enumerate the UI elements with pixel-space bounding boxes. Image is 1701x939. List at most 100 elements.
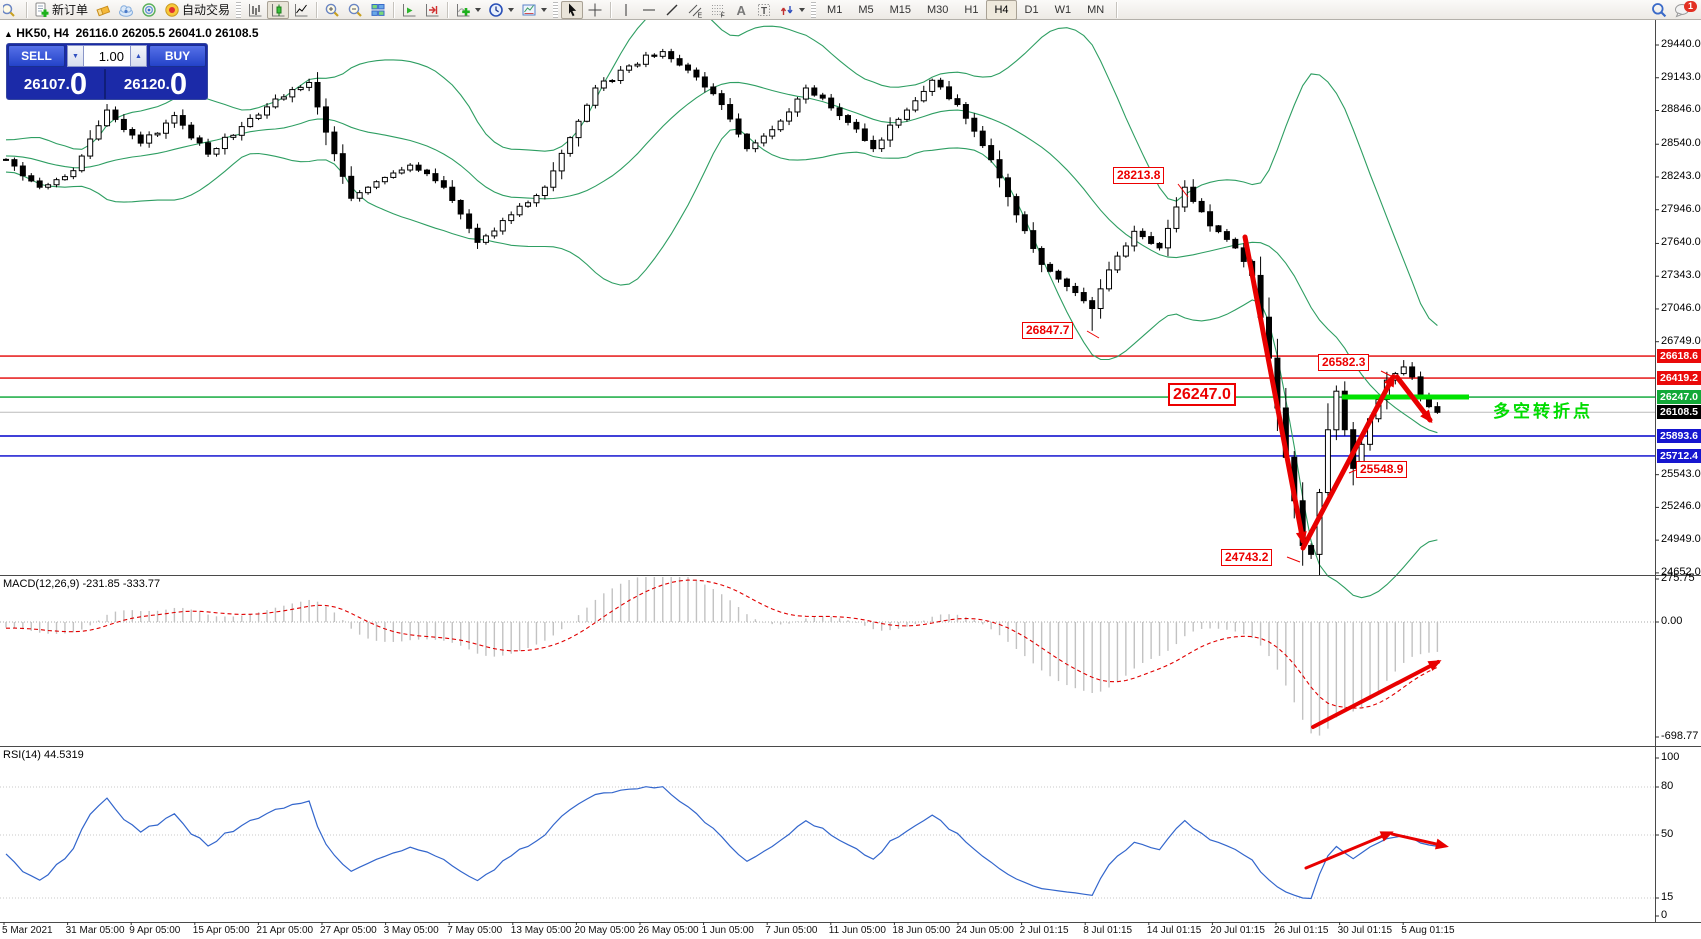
auto-scroll-button[interactable] <box>398 1 420 19</box>
candles <box>3 48 1441 576</box>
volume-up-button[interactable]: ▲ <box>130 45 147 67</box>
timeframe-bar: M1 M5 M15 M30 H1 H4 D1 W1 MN <box>819 0 1112 20</box>
templates-button[interactable] <box>518 1 550 19</box>
eraser-icon <box>96 5 111 16</box>
timeframe-M5[interactable]: M5 <box>858 3 874 16</box>
cloud-icon <box>119 4 134 17</box>
arrows-button[interactable] <box>776 1 808 19</box>
signal-icon <box>142 2 156 17</box>
bollinger-lower <box>5 128 1438 599</box>
community-button[interactable] <box>115 1 137 19</box>
notification-badge: 1 <box>1683 0 1697 12</box>
volume-input[interactable]: 1.00 <box>84 45 130 67</box>
annotation-connector <box>1380 370 1398 380</box>
auto-trading-label: 自动交易 <box>182 3 231 17</box>
timeframe-W1[interactable]: W1 <box>1054 3 1072 16</box>
periods-button[interactable] <box>485 1 517 19</box>
text-label-button[interactable]: T <box>753 1 775 19</box>
quote-open: 26116.0 <box>75 26 119 40</box>
timeframe-M1[interactable]: M1 <box>827 3 843 16</box>
vertical-line-icon <box>625 3 627 16</box>
line-chart-button[interactable] <box>290 1 312 19</box>
template-icon <box>522 4 536 15</box>
signals-button[interactable] <box>138 1 160 19</box>
indicators-caret[interactable] <box>475 7 482 12</box>
crosshair-button[interactable] <box>584 1 606 19</box>
tile-windows-button[interactable] <box>367 1 389 19</box>
timeframe-M15[interactable]: M15 <box>889 3 911 16</box>
annotation-connector <box>1086 330 1100 339</box>
zoom-out-button[interactable] <box>344 1 366 19</box>
vertical-line-button[interactable] <box>615 1 637 19</box>
auto-trading-icon <box>165 2 179 17</box>
volume-down-button[interactable]: ▼ <box>67 45 84 67</box>
bollinger-middle <box>5 81 1438 434</box>
trend-arrow <box>1390 832 1449 850</box>
buy-button[interactable]: BUY <box>149 45 206 67</box>
new-order-button[interactable]: 新订单 <box>31 1 91 19</box>
rsi-line <box>5 786 1438 900</box>
eraser-button[interactable] <box>92 1 114 19</box>
bar-chart-icon <box>249 3 262 16</box>
arrows-caret[interactable] <box>799 7 806 12</box>
trend-arrow <box>1300 373 1396 551</box>
crosshair-icon <box>588 3 602 16</box>
annotation-connector <box>1177 183 1189 198</box>
periods-caret[interactable] <box>508 7 515 12</box>
horizontal-line-button[interactable] <box>638 1 660 19</box>
cursor-button[interactable] <box>561 0 584 19</box>
one-click-trading-panel: SELL ▼ 1.00 ▲ BUY 26107. 0 26120. 0 <box>6 43 208 100</box>
equidistant-channel-button[interactable]: E <box>684 1 706 19</box>
text-label-icon: T <box>758 3 771 17</box>
trendline-button[interactable] <box>661 1 683 19</box>
quote-line: ▲ HK50, H4 26116.0 26205.5 26041.0 26108… <box>4 26 259 40</box>
equidistant-channel-icon: E <box>688 4 703 18</box>
chart-shift-button[interactable] <box>421 1 443 19</box>
sell-button[interactable]: SELL <box>8 45 65 67</box>
panel-collapse-arrow[interactable]: ▲ <box>4 29 13 39</box>
quote-high: 26205.5 <box>121 26 166 40</box>
sell-price[interactable]: 26107. 0 <box>7 68 106 99</box>
chat-button[interactable]: 1 <box>1671 0 1697 19</box>
timeframe-MN[interactable]: MN <box>1087 3 1105 16</box>
chart-shift-icon <box>426 3 439 16</box>
arrows-icon <box>780 5 793 15</box>
templates-caret[interactable] <box>541 7 548 12</box>
fibonacci-button[interactable]: F <box>707 1 729 19</box>
search-icon <box>1652 2 1667 17</box>
zoom-in-icon <box>325 3 339 17</box>
bar-chart-button[interactable] <box>244 1 266 19</box>
buy-price[interactable]: 26120. 0 <box>123 65 188 101</box>
indicators-button[interactable] <box>452 1 484 19</box>
annotation-connector <box>1348 469 1357 474</box>
trend-arrow <box>1242 234 1307 545</box>
tile-windows-icon <box>371 3 385 16</box>
partial-magnifier-icon[interactable] <box>2 1 22 19</box>
search-button[interactable] <box>1648 1 1670 19</box>
candlestick-chart-button[interactable] <box>267 0 290 19</box>
cursor-icon <box>569 3 577 16</box>
text-button[interactable]: A <box>730 1 752 19</box>
fibonacci-icon: F <box>712 4 725 18</box>
svg-text:F: F <box>721 12 725 18</box>
trend-arrow <box>1311 660 1442 729</box>
timeframe-H4[interactable]: H4 <box>986 0 1017 20</box>
toolbar: 新订单 自动交易 <box>0 0 1701 20</box>
quote-low: 26041.0 <box>168 26 212 40</box>
zoom-out-icon <box>348 3 362 17</box>
symbol-period: HK50, H4 <box>16 26 69 40</box>
auto-trading-button[interactable]: 自动交易 <box>161 1 233 19</box>
svg-text:A: A <box>737 3 747 18</box>
svg-text:T: T <box>761 6 767 17</box>
trendline-icon <box>666 4 678 15</box>
new-order-icon <box>35 2 49 17</box>
svg-text:E: E <box>698 12 703 18</box>
timeframe-H1[interactable]: H1 <box>964 3 979 16</box>
timeframe-M30[interactable]: M30 <box>927 3 949 16</box>
zoom-in-button[interactable] <box>321 1 343 19</box>
timeframe-D1[interactable]: D1 <box>1024 3 1039 16</box>
trend-arrow <box>1304 831 1394 870</box>
bollinger-upper <box>5 1 1438 327</box>
clock-icon <box>489 2 503 17</box>
